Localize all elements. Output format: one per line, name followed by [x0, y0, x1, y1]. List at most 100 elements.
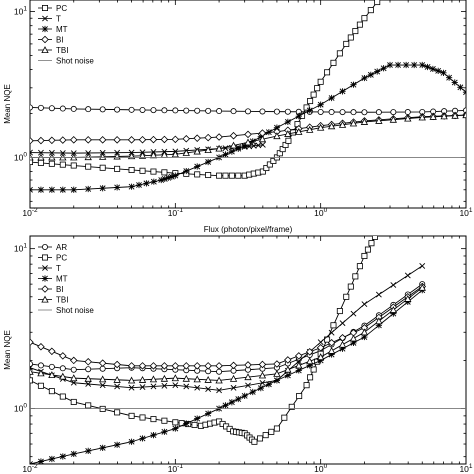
series-bi-point [127, 136, 136, 144]
series-ar-point [216, 108, 223, 115]
series-pc-point [128, 166, 135, 173]
series-mt-point [194, 163, 201, 170]
series-mt-point [59, 453, 66, 460]
series-ar-markers [30, 104, 466, 116]
series-pc-point [37, 382, 44, 389]
series-ar-point [128, 106, 135, 113]
series-t-point [361, 301, 368, 308]
series-bi-point [215, 362, 223, 370]
y-tick-label-exp: 1 [23, 6, 27, 13]
series-bi-point [182, 362, 191, 370]
series-tbi-point [284, 130, 292, 137]
series-bi-point [193, 134, 201, 142]
series-tbi-point [375, 317, 383, 325]
series-ar-point [99, 365, 106, 372]
series-mt-point [403, 61, 410, 69]
series-mt-point [37, 186, 45, 193]
series-mt-point [404, 298, 411, 305]
series-t-point [99, 382, 106, 389]
series-pc-point [251, 438, 258, 445]
y-tick-label: 100 [14, 151, 27, 162]
series-mt-point [429, 65, 436, 73]
series-mt-point [172, 172, 179, 179]
series-tbi-point [30, 367, 34, 375]
series-pc-point [59, 161, 66, 168]
series-mt-point [361, 74, 368, 82]
x-tick-label-exp: 0 [324, 207, 328, 214]
series-mt-point [183, 167, 190, 175]
series-ar-point [161, 107, 168, 114]
series-tbi-point [182, 374, 190, 382]
series-pc-point [205, 172, 212, 179]
series-ar-point [361, 109, 368, 116]
series-ar-point [273, 108, 280, 115]
series-ar-point [85, 366, 92, 373]
series-ar-point [339, 109, 346, 116]
series-tbi-point [429, 112, 437, 120]
series-bi-point [316, 343, 325, 352]
series-bi-point [295, 352, 303, 360]
series-tbi-point [360, 118, 369, 125]
series-t-point [295, 358, 302, 365]
series-mt-point [317, 101, 324, 108]
series-tbi-point [48, 371, 56, 378]
series-bi-point [258, 360, 267, 369]
series-mt-point [375, 322, 382, 329]
x-tick-label-base: 10 [22, 464, 32, 474]
series-pc-point [281, 414, 288, 421]
series-pc-point [310, 366, 317, 373]
series-t-point [128, 384, 135, 391]
series-bi-point [244, 130, 252, 139]
series-tbi-point [204, 146, 212, 154]
series-mt-point [99, 444, 106, 451]
series-ar-point [259, 108, 266, 115]
series-bi-point [229, 361, 238, 370]
series-tbi-point [451, 111, 459, 119]
series-t-point [230, 384, 237, 391]
series-mt-point [228, 148, 235, 155]
series-t-point [350, 310, 357, 317]
series-ar-point [37, 362, 44, 369]
series-tbi-point [215, 144, 223, 152]
series-pc-point [139, 414, 146, 421]
legend-mt-label: MT [56, 275, 68, 284]
series-tbi-point [327, 122, 336, 130]
legend-tbi-marker [41, 295, 49, 303]
series-pc-point [343, 40, 350, 47]
legend-t-marker [42, 265, 48, 271]
series-pc-point [371, 236, 378, 240]
series-pc-point [161, 417, 168, 424]
series-mt-point [158, 176, 165, 184]
series-t-point [172, 382, 179, 389]
series-mt-point [114, 441, 121, 448]
series-bi-point [113, 136, 121, 144]
series-tbi-point [70, 374, 78, 382]
series-mt-line [30, 64, 466, 191]
series-tbi-point [338, 340, 347, 348]
series-pc-point [150, 416, 157, 423]
legend-ar-marker [42, 243, 49, 250]
series-pc-point [37, 159, 44, 166]
series-pc-point [336, 308, 343, 315]
x-tick-label: 100 [314, 207, 327, 218]
series-pc-point [273, 425, 280, 432]
series-ar-point [284, 108, 291, 115]
series-pc-point [356, 263, 363, 270]
series-bi-point [84, 136, 92, 144]
series-ar-point [230, 108, 237, 115]
y-axis-title: Mean NQE [3, 84, 12, 124]
series-bi-point [37, 342, 45, 351]
series-tbi-point [273, 369, 281, 377]
series-ar-point [404, 109, 411, 116]
series-pc-point [352, 273, 359, 280]
y-tick-label: 100 [14, 403, 27, 414]
series-pc-point [314, 85, 321, 92]
series-tbi-point [244, 373, 252, 381]
y-tick-label-base: 10 [14, 404, 24, 414]
x-tick-label-base: 10 [314, 464, 324, 474]
x-tick-label-base: 10 [22, 208, 32, 218]
series-pc-markers [30, 0, 381, 179]
x-tick-label-exp: 1 [469, 463, 473, 470]
legend-mt-marker [41, 275, 49, 282]
series-ar-point [328, 109, 335, 116]
